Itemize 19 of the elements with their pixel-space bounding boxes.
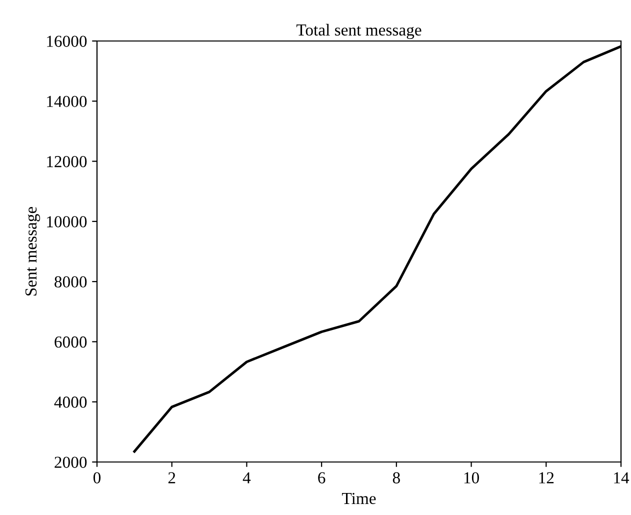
y-tick-label: 4000 <box>54 396 87 408</box>
y-tick-label: 12000 <box>47 156 87 168</box>
y-axis-title: Sent message <box>25 206 40 296</box>
chart-title: Total sent message <box>296 24 422 40</box>
x-tick-label: 8 <box>392 472 400 484</box>
x-tick-label: 6 <box>318 472 326 484</box>
y-tick-label: 8000 <box>54 276 87 288</box>
y-tick-label: 16000 <box>47 36 87 47</box>
y-tick-label: 14000 <box>47 96 87 108</box>
x-axis-title: Time <box>342 492 376 504</box>
x-tick-label: 12 <box>539 472 554 484</box>
x-tick-label: 4 <box>242 472 251 484</box>
y-tick-label: 10000 <box>47 216 87 228</box>
x-tick-label: 0 <box>93 472 101 484</box>
x-tick-label: 10 <box>464 472 479 484</box>
y-tick-label: 6000 <box>54 336 87 348</box>
x-tick-label: 2 <box>168 472 176 484</box>
y-tick-label: 2000 <box>54 456 87 468</box>
x-tick-label: 14 <box>614 472 630 484</box>
